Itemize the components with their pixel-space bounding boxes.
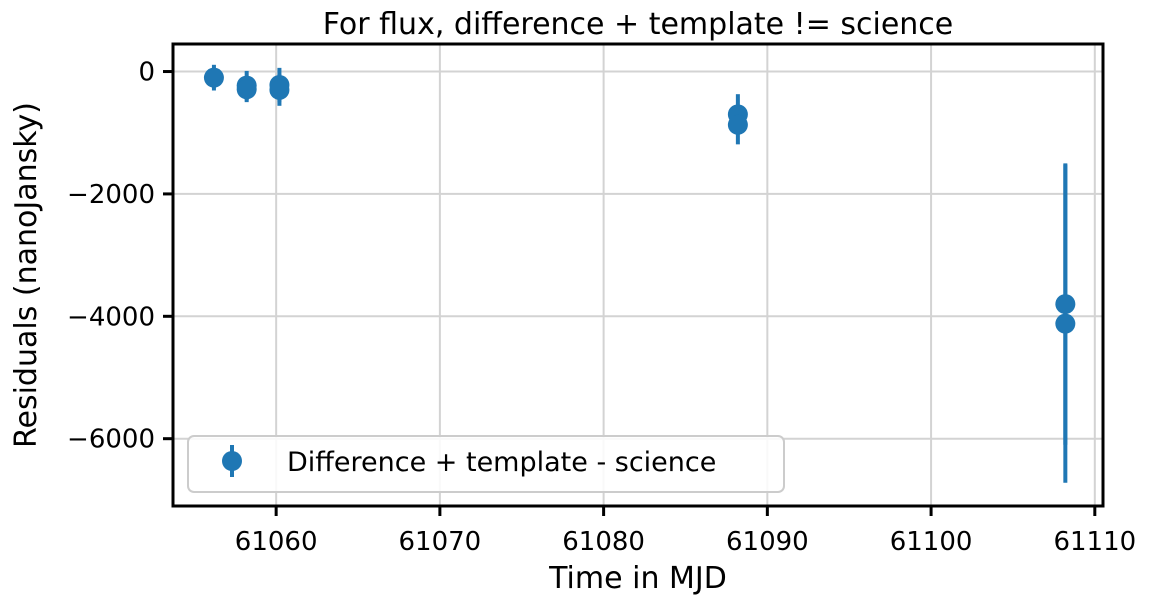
x-tick-label: 61110 xyxy=(1053,527,1136,557)
x-tick-label: 61070 xyxy=(399,527,482,557)
axis-ticks: 61060 61070 61080 61090 61100 61110 0 −2000 −400… xyxy=(67,58,1136,557)
x-tick-label: 61090 xyxy=(726,527,809,557)
legend-box xyxy=(187,435,785,493)
data-point xyxy=(1055,294,1076,315)
legend-label: Difference + template - science xyxy=(287,447,716,478)
x-axis-label: Time in MJD xyxy=(548,561,727,596)
y-tick-label: 0 xyxy=(138,58,155,88)
y-axis-label: Residuals (nanoJansky) xyxy=(9,102,44,448)
data-point xyxy=(203,67,224,88)
legend-marker-point xyxy=(222,451,242,471)
data-point xyxy=(727,114,748,135)
grid-lines xyxy=(173,44,1103,506)
x-tick-label: 61080 xyxy=(562,527,645,557)
x-tick-label: 61100 xyxy=(890,527,973,557)
data-point xyxy=(269,79,290,100)
x-tick-label: 61060 xyxy=(235,527,318,557)
y-tick-label: −4000 xyxy=(67,302,155,332)
plot-frame xyxy=(171,42,1105,508)
y-tick-label: −2000 xyxy=(67,180,155,210)
error-bars xyxy=(211,64,1068,483)
data-point xyxy=(1055,313,1076,334)
legend: Difference + template - science xyxy=(187,435,785,493)
chart-title: For flux, difference + template != scien… xyxy=(323,7,954,42)
data-point xyxy=(236,79,257,100)
y-tick-label: −6000 xyxy=(67,425,155,455)
data-points xyxy=(203,67,1076,334)
